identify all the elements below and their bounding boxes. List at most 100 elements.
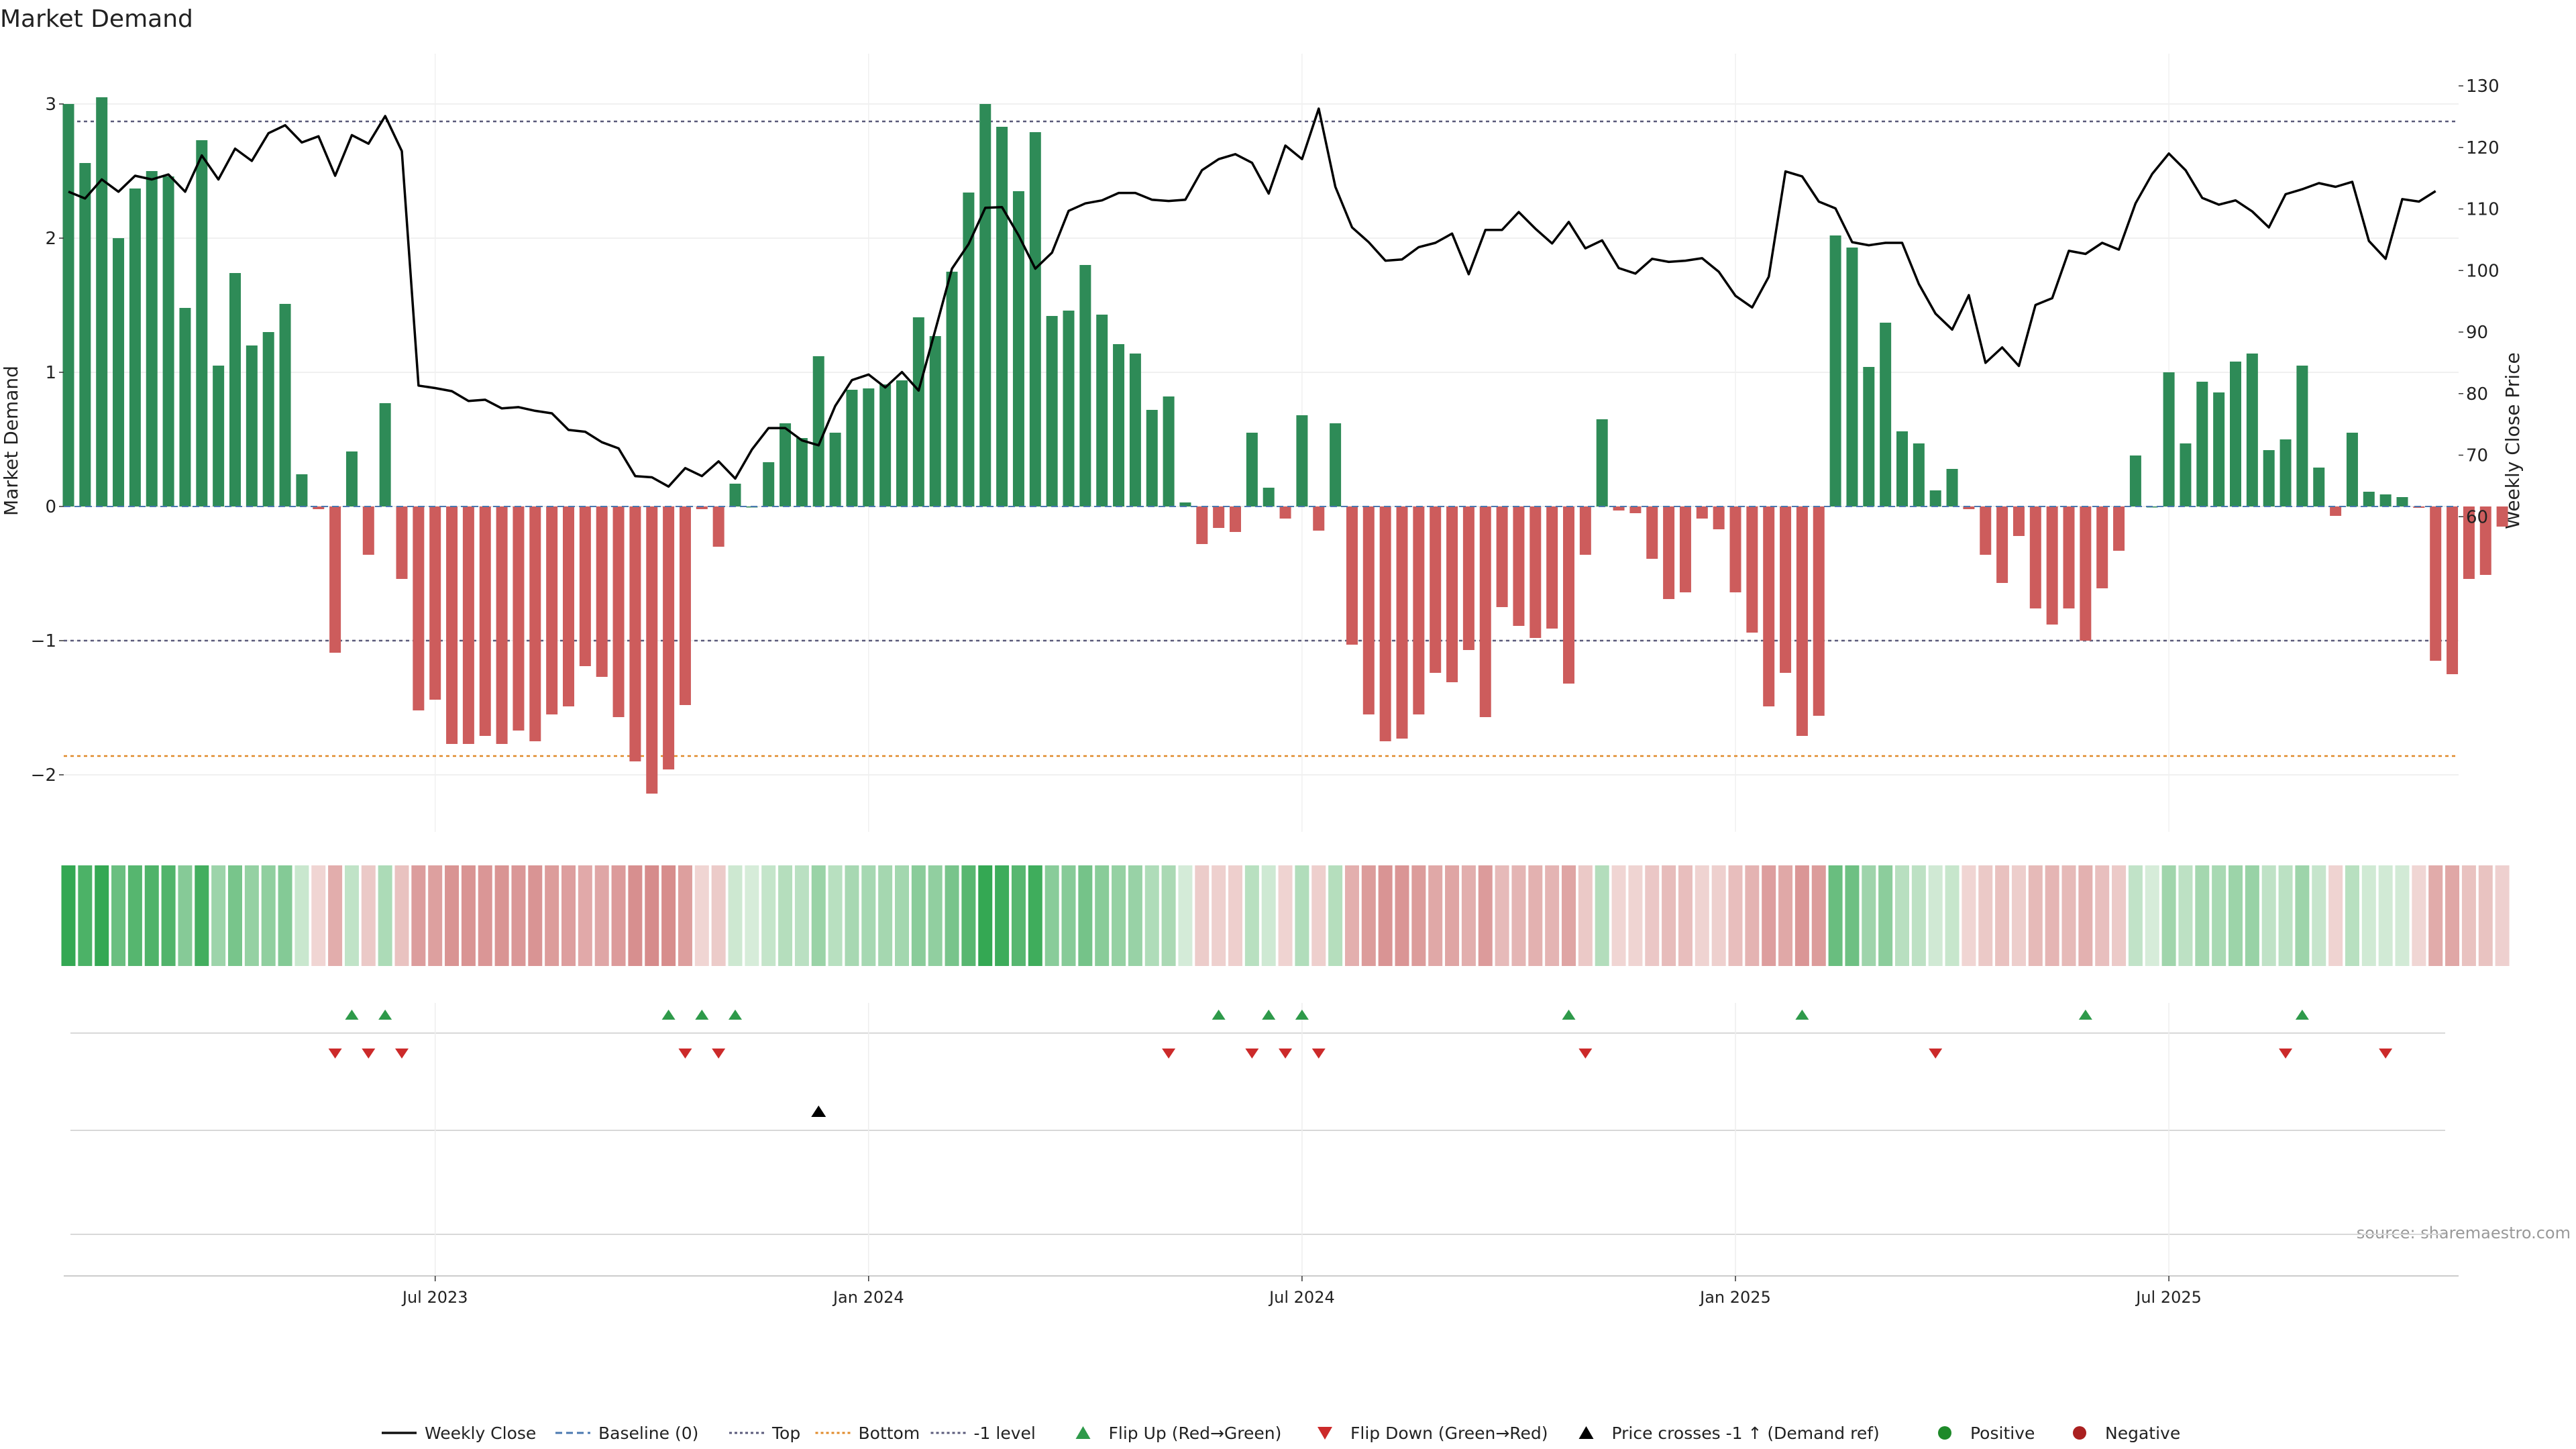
demand-bar bbox=[246, 345, 258, 506]
heat-cell bbox=[2461, 865, 2476, 966]
y2-tick-label: 60 bbox=[2466, 507, 2488, 527]
demand-bar bbox=[1046, 316, 1058, 506]
heat-cell bbox=[728, 865, 743, 966]
demand-bar bbox=[1763, 506, 1775, 706]
demand-bar bbox=[1563, 506, 1574, 684]
demand-heat-strip bbox=[61, 865, 2510, 966]
demand-bar bbox=[1880, 323, 1892, 506]
demand-bar bbox=[596, 506, 608, 677]
demand-bar bbox=[1863, 367, 1875, 506]
heat-cell bbox=[711, 865, 726, 966]
heat-cell bbox=[978, 865, 993, 966]
flip-up-marker bbox=[2078, 1010, 2092, 1020]
heat-cell bbox=[1562, 865, 1576, 966]
heat-cell bbox=[611, 865, 626, 966]
heat-cell bbox=[2045, 865, 2059, 966]
demand-bar bbox=[1496, 506, 1508, 607]
demand-bar bbox=[2430, 506, 2442, 661]
heat-cell bbox=[1545, 865, 1560, 966]
demand-bar bbox=[1246, 433, 1258, 506]
y2-axis-label: Weekly Close Price bbox=[2502, 352, 2524, 529]
demand-bar bbox=[262, 332, 274, 506]
heat-cell bbox=[1511, 865, 1526, 966]
flip-up-marker bbox=[1212, 1010, 1226, 1020]
chart-title: Market Demand bbox=[0, 5, 193, 33]
demand-bar bbox=[2379, 494, 2392, 506]
heat-cell bbox=[1978, 865, 1993, 966]
heat-cell bbox=[228, 865, 242, 966]
demand-bar bbox=[2463, 506, 2475, 579]
heat-cell bbox=[1962, 865, 1976, 966]
heat-cell bbox=[2478, 865, 2493, 966]
heat-cell bbox=[1361, 865, 1376, 966]
demand-bar bbox=[1196, 506, 1208, 544]
demand-bar bbox=[146, 171, 158, 506]
heat-cell bbox=[1695, 865, 1709, 966]
legend-label: Bottom bbox=[859, 1424, 920, 1443]
heat-cell bbox=[1311, 865, 1326, 966]
demand-bar bbox=[1629, 506, 1642, 513]
heat-cell bbox=[111, 865, 126, 966]
demand-bar bbox=[929, 336, 941, 506]
demand-bar bbox=[196, 140, 208, 506]
demand-bar bbox=[696, 506, 708, 509]
demand-bar bbox=[579, 506, 591, 666]
heat-cell bbox=[1061, 865, 1076, 966]
heat-cell bbox=[195, 865, 209, 966]
demand-bar bbox=[1396, 506, 1408, 739]
heat-cell bbox=[895, 865, 909, 966]
heat-cell bbox=[1811, 865, 1826, 966]
demand-bar bbox=[1679, 506, 1691, 592]
heat-cell bbox=[2361, 865, 2376, 966]
flip-down-marker bbox=[678, 1049, 692, 1059]
heat-cell bbox=[1728, 865, 1743, 966]
demand-bar bbox=[1946, 469, 1958, 506]
demand-bar bbox=[646, 506, 658, 794]
demand-bar bbox=[1279, 506, 1291, 519]
price-cross-marker bbox=[811, 1106, 826, 1117]
heat-cell bbox=[578, 865, 592, 966]
flip-up-marker bbox=[1562, 1010, 1576, 1020]
flip-down-marker bbox=[2379, 1049, 2393, 1059]
heat-cell bbox=[1344, 865, 1359, 966]
heat-cell bbox=[261, 865, 276, 966]
flip-down-marker bbox=[395, 1049, 409, 1059]
demand-bar bbox=[179, 308, 191, 506]
heat-cell bbox=[778, 865, 793, 966]
demand-bar bbox=[546, 506, 558, 714]
x-tick-label: Jan 2024 bbox=[832, 1288, 904, 1307]
heat-cell bbox=[1495, 865, 1509, 966]
x-tick-label: Jul 2025 bbox=[2135, 1288, 2202, 1307]
heat-cell bbox=[1611, 865, 1626, 966]
demand-bar bbox=[113, 238, 125, 506]
demand-bar bbox=[1513, 506, 1525, 626]
heat-cell bbox=[144, 865, 159, 966]
heat-cell bbox=[1928, 865, 1943, 966]
heat-cell bbox=[1711, 865, 1726, 966]
demand-bar bbox=[379, 403, 391, 506]
heat-cell bbox=[528, 865, 543, 966]
heat-cell bbox=[2078, 865, 2093, 966]
demand-bar bbox=[2029, 506, 2041, 608]
flip-up-marker bbox=[1262, 1010, 1276, 1020]
demand-bar bbox=[2063, 506, 2075, 608]
demand-bar bbox=[1179, 502, 1191, 506]
heat-cell bbox=[211, 865, 226, 966]
demand-bar bbox=[996, 127, 1008, 506]
flip-down-marker bbox=[1311, 1049, 1326, 1059]
demand-bar bbox=[2330, 506, 2342, 516]
demand-bar bbox=[1296, 415, 1308, 506]
flip-markers bbox=[328, 1010, 2393, 1117]
flip-down-marker bbox=[1929, 1049, 1943, 1059]
demand-bar bbox=[1913, 443, 1925, 506]
demand-bar bbox=[1029, 132, 1041, 506]
demand-bar bbox=[1479, 506, 1491, 717]
flip-down-marker bbox=[1578, 1049, 1593, 1059]
demand-bar bbox=[796, 438, 808, 506]
heat-cell bbox=[2412, 865, 2426, 966]
heat-cell bbox=[1128, 865, 1142, 966]
flip-up-marker bbox=[661, 1010, 676, 1020]
demand-bar bbox=[1996, 506, 2008, 583]
demand-bar bbox=[62, 104, 74, 506]
demand-bar bbox=[963, 193, 975, 506]
